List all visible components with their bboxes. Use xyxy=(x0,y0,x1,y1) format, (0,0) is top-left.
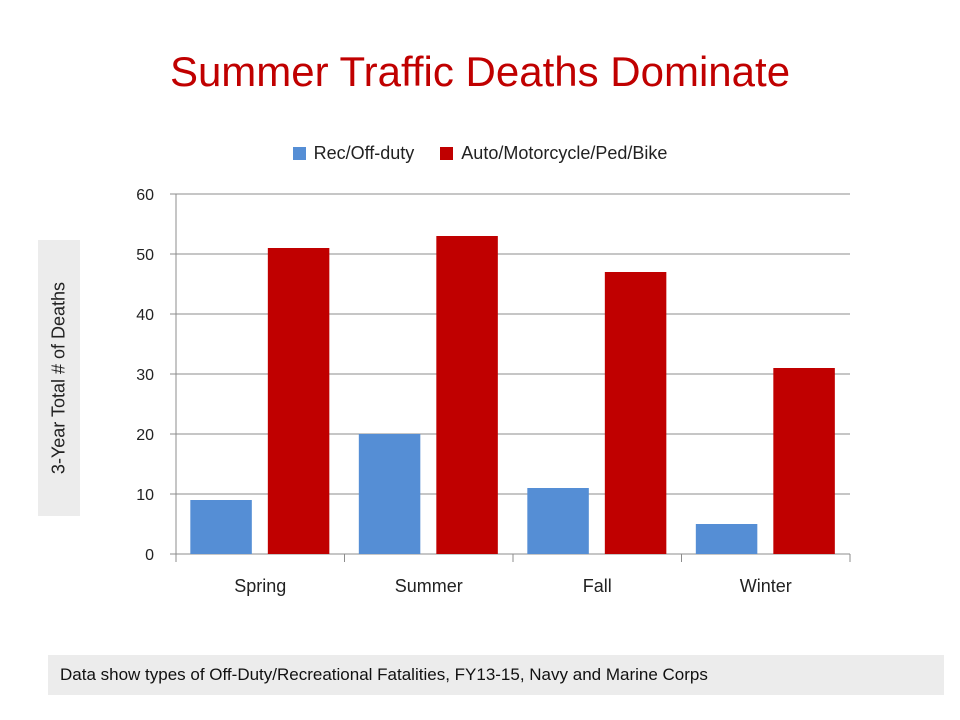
bar-auto-fall xyxy=(604,272,667,554)
bar-rec-off-duty-fall xyxy=(527,488,589,554)
legend-swatch-rec-off-duty xyxy=(292,147,306,160)
bar-rec-off-duty-spring xyxy=(190,500,252,554)
y-tick-label: 10 xyxy=(136,487,154,504)
x-category-label: Spring xyxy=(234,576,286,596)
chart-title: Summer Traffic Deaths Dominate xyxy=(169,48,791,95)
y-tick-label: 30 xyxy=(136,367,154,384)
legend-item-rec-off-duty: Rec/Off-duty xyxy=(292,143,415,164)
legend-swatch-auto xyxy=(440,147,454,160)
legend-item-auto: Auto/Motorcycle/Ped/Bike xyxy=(440,143,667,164)
x-category-label: Summer xyxy=(395,576,463,596)
y-tick-label: 60 xyxy=(136,187,154,204)
footnote-text: Data show types of Off-Duty/Recreational… xyxy=(60,665,708,684)
bar-auto-summer xyxy=(436,236,498,554)
footnote: Data show types of Off-Duty/Recreational… xyxy=(48,655,944,695)
x-category-label: Winter xyxy=(740,576,792,596)
bar-rec-off-duty-winter xyxy=(695,524,758,554)
x-category-label: Fall xyxy=(583,576,612,596)
y-tick-label: 0 xyxy=(145,547,154,564)
bar-auto-winter xyxy=(773,368,835,554)
legend-label-rec-off-duty: Rec/Off-duty xyxy=(313,143,415,163)
y-tick-label: 40 xyxy=(136,307,154,324)
legend: Rec/Off-duty Auto/Motorcycle/Ped/Bike xyxy=(0,143,960,164)
bar-rec-off-duty-summer xyxy=(358,434,421,554)
y-axis-label-background xyxy=(38,240,80,516)
y-tick-label: 50 xyxy=(136,247,154,264)
legend-label-auto: Auto/Motorcycle/Ped/Bike xyxy=(461,143,668,163)
bar-auto-spring xyxy=(267,248,330,554)
y-tick-label: 20 xyxy=(136,427,154,444)
